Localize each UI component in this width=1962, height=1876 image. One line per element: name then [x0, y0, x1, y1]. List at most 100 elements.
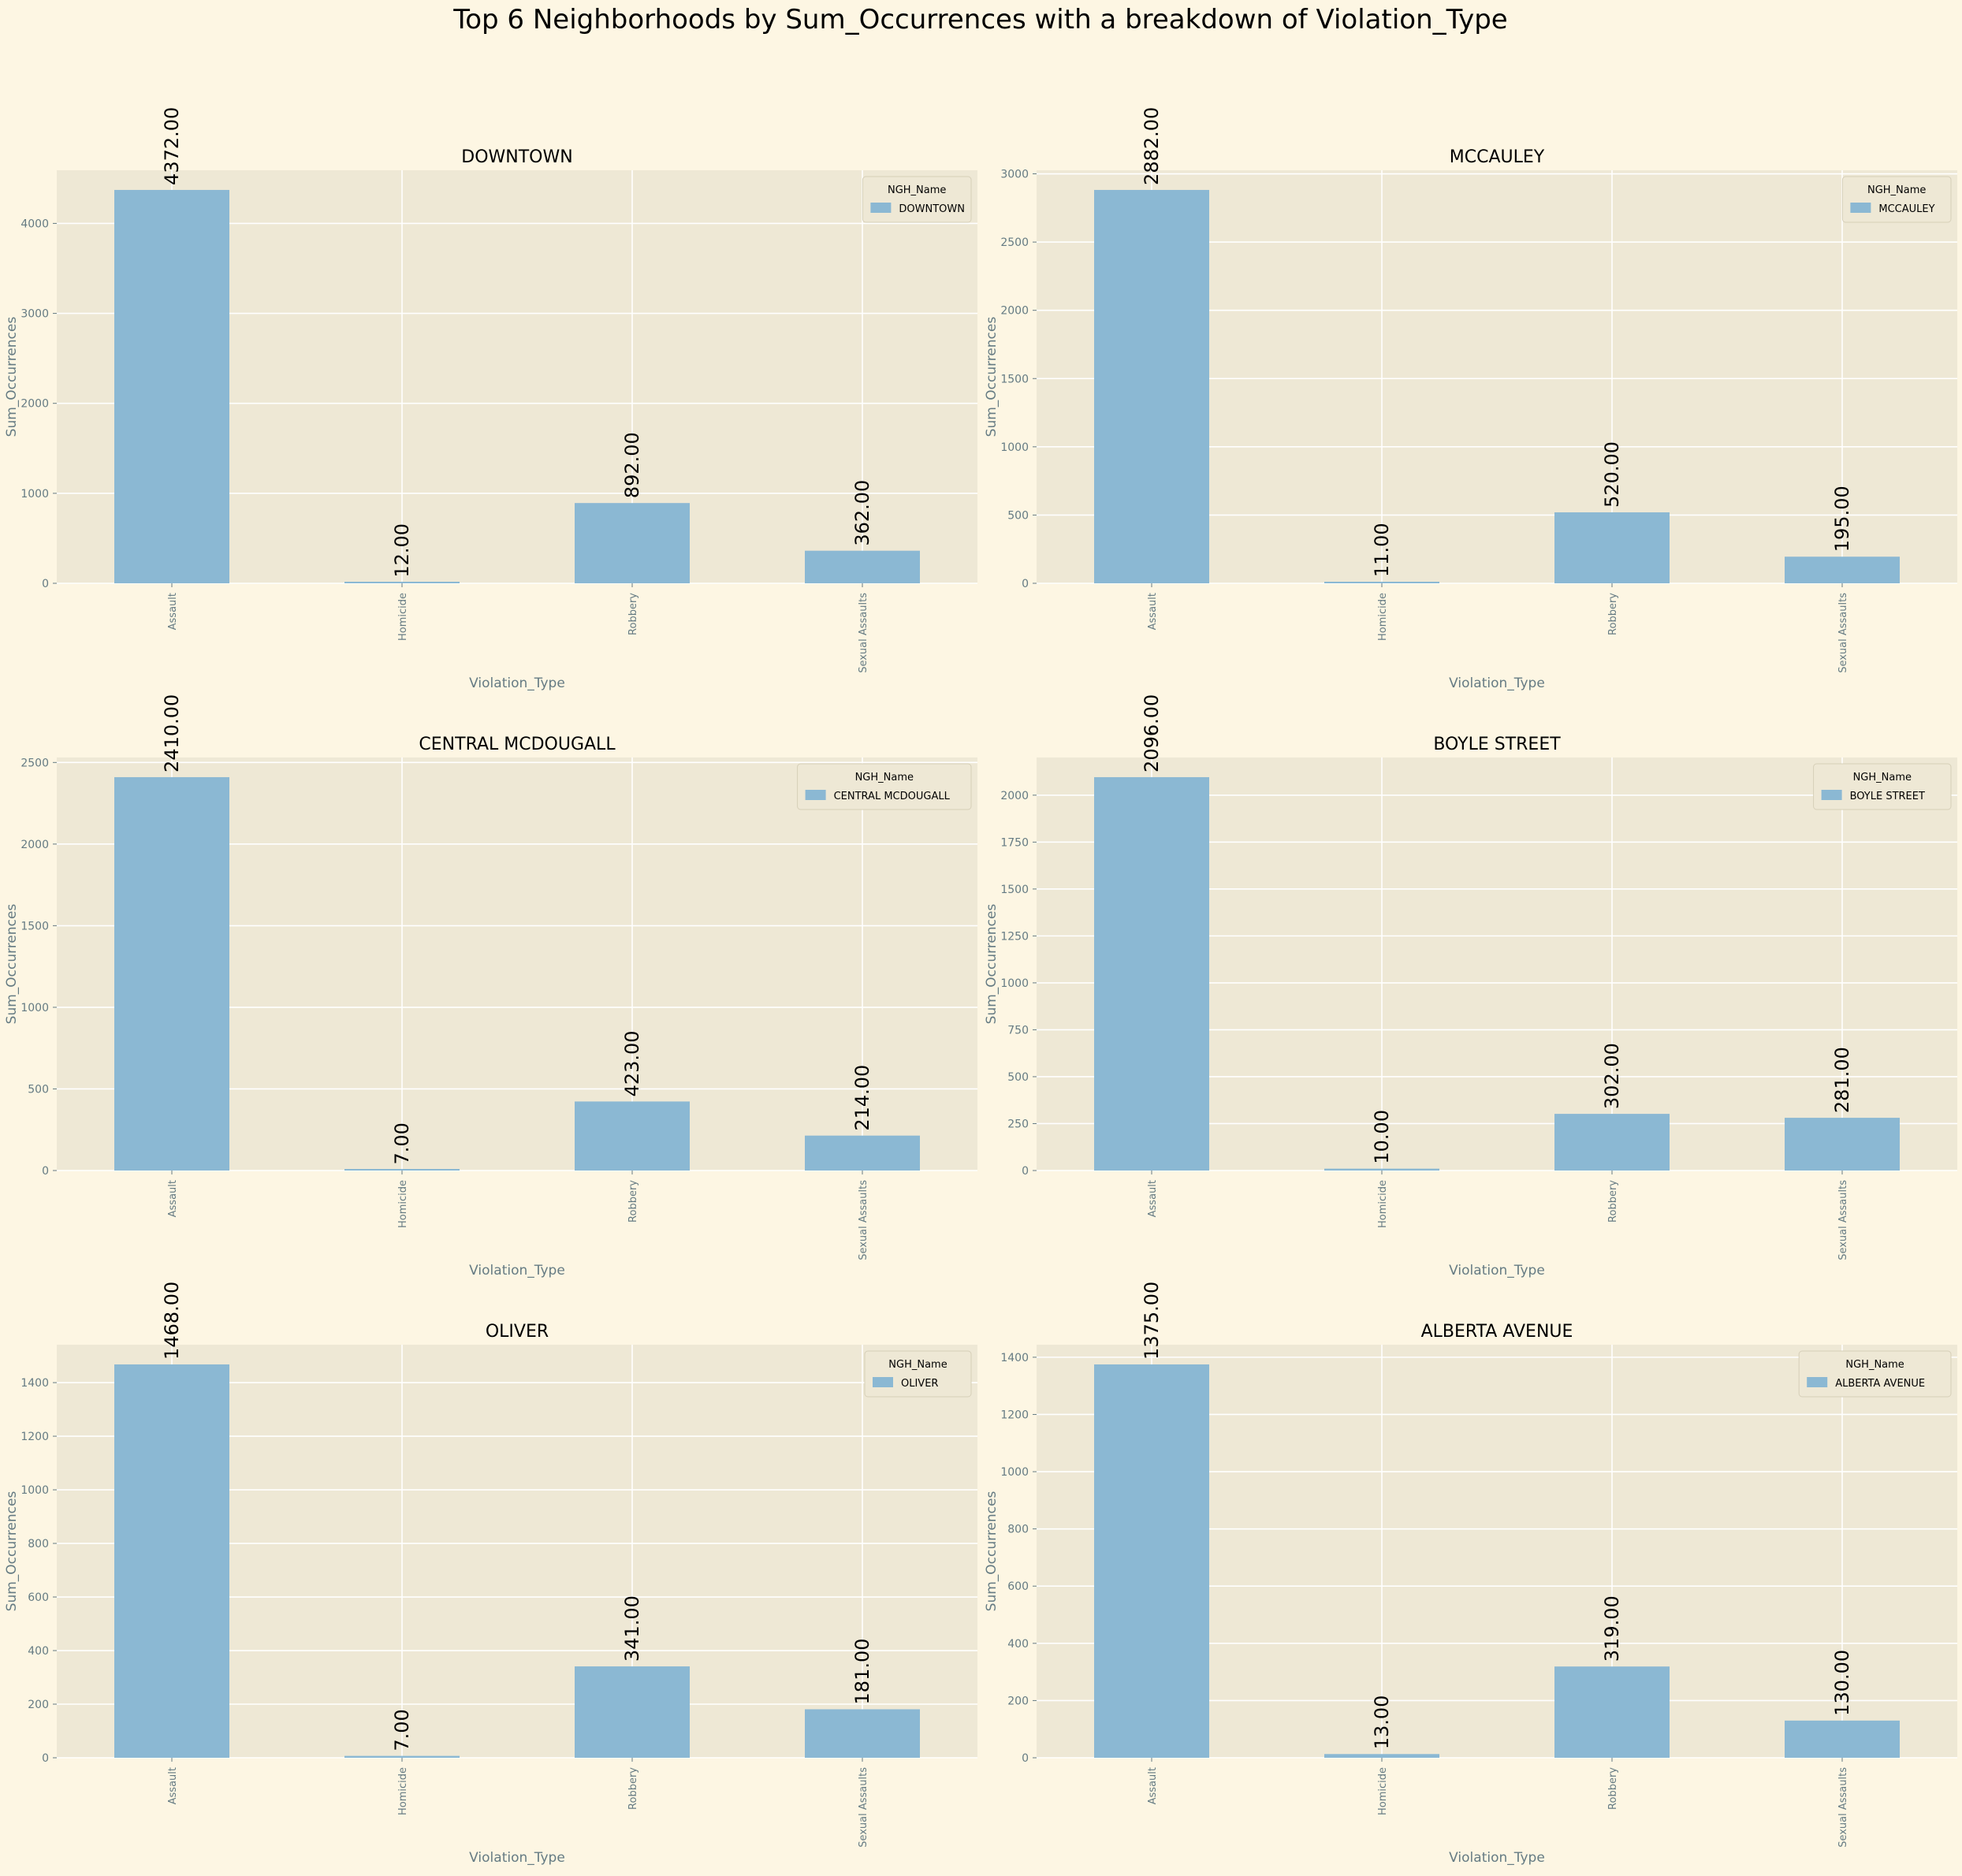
legend-swatch — [1850, 203, 1871, 213]
x-axis-label: Violation_Type — [1449, 1263, 1545, 1279]
bar-robbery — [575, 1666, 690, 1758]
x-tick-label: Sexual Assaults — [1837, 593, 1849, 673]
x-tick-label: Assault — [1147, 1767, 1159, 1804]
bar-homicide — [344, 1755, 460, 1758]
data-label: 10.00 — [1371, 1110, 1393, 1164]
legend-box — [862, 176, 972, 223]
y-tick-label: 1750 — [1000, 836, 1029, 849]
y-tick-label: 2500 — [20, 757, 49, 769]
data-label: 2096.00 — [1141, 694, 1163, 772]
legend-box — [1798, 1350, 1952, 1398]
data-label: 2410.00 — [161, 694, 183, 772]
y-tick-label: 1200 — [20, 1431, 49, 1443]
legend-title: NGH_Name — [1853, 772, 1912, 784]
bar-sexual-assaults — [1785, 556, 1900, 583]
x-tick-label: Robbery — [627, 593, 639, 635]
data-label: 7.00 — [391, 1709, 413, 1751]
y-tick-label: 0 — [42, 1752, 49, 1765]
data-label: 1375.00 — [1141, 1282, 1163, 1360]
y-tick-label: 3000 — [20, 308, 49, 321]
data-label: 2882.00 — [1141, 107, 1163, 185]
subplot-title: ALBERTA AVENUE — [1421, 1322, 1573, 1342]
y-tick-label: 800 — [28, 1538, 49, 1550]
data-label: 892.00 — [621, 432, 643, 498]
y-tick-label: 400 — [28, 1645, 49, 1658]
subplot-title: CENTRAL MCDOUGALL — [419, 735, 616, 754]
data-label: 11.00 — [1371, 523, 1393, 577]
y-tick-label: 3000 — [1000, 169, 1029, 181]
y-tick-label: 600 — [1007, 1580, 1029, 1593]
bar-robbery — [1554, 512, 1670, 583]
y-tick-label: 250 — [1007, 1118, 1029, 1130]
y-tick-label: 1000 — [20, 488, 49, 501]
y-tick-label: 200 — [28, 1699, 49, 1711]
legend-swatch — [805, 790, 826, 800]
y-tick-label: 1000 — [1000, 977, 1029, 990]
data-label: 4372.00 — [161, 107, 183, 185]
bar-assault — [114, 776, 229, 1171]
data-label: 181.00 — [851, 1638, 873, 1704]
y-tick-label: 1500 — [20, 920, 49, 932]
x-tick-label: Assault — [1147, 1180, 1159, 1217]
y-tick-label: 800 — [1007, 1524, 1029, 1536]
x-tick-label: Sexual Assaults — [858, 1767, 869, 1848]
bar-homicide — [1324, 1754, 1439, 1758]
legend: NGH_Name OLIVER — [864, 1350, 972, 1398]
data-label: 362.00 — [851, 480, 873, 546]
bar-homicide — [1324, 582, 1439, 583]
data-label: 7.00 — [391, 1122, 413, 1164]
legend-box — [864, 1350, 972, 1398]
x-axis-label: Violation_Type — [469, 676, 565, 691]
x-tick-label: Homicide — [397, 593, 409, 641]
x-tick-label: Robbery — [1607, 1180, 1619, 1223]
y-tick-label: 1500 — [1000, 884, 1029, 896]
data-label: 13.00 — [1371, 1695, 1393, 1750]
data-label: 520.00 — [1601, 441, 1623, 508]
legend-box — [797, 763, 972, 810]
x-tick-label: Robbery — [627, 1767, 639, 1810]
subplot-title: DOWNTOWN — [461, 147, 572, 167]
subplot-title: OLIVER — [486, 1322, 549, 1342]
x-tick-label: Homicide — [1377, 1767, 1389, 1815]
x-tick-label: Homicide — [397, 1767, 409, 1815]
y-axis-label: Sum_Occurrences — [4, 904, 20, 1025]
y-tick-label: 750 — [1007, 1024, 1029, 1037]
y-tick-label: 1400 — [1000, 1352, 1029, 1364]
y-tick-label: 500 — [1007, 509, 1029, 522]
subplot-central-mcdougall: 2410.00 Assault 7.00 Homicide 423.00 Robbery 2… — [4, 694, 977, 1279]
y-tick-label: 1000 — [1000, 1466, 1029, 1479]
data-label: 12.00 — [391, 523, 413, 578]
y-axis-label: Sum_Occurrences — [4, 317, 20, 437]
bar-robbery — [1554, 1114, 1670, 1171]
legend: NGH_Name BOYLE STREET — [1813, 763, 1952, 810]
subplot-title: BOYLE STREET — [1433, 735, 1561, 754]
legend: NGH_Name MCCAULEY — [1841, 176, 1952, 223]
bar-sexual-assaults — [805, 550, 920, 583]
legend-entry: CENTRAL MCDOUGALL — [834, 791, 951, 802]
legend-title: NGH_Name — [888, 1359, 947, 1371]
legend-entry: ALBERTA AVENUE — [1835, 1378, 1925, 1390]
subplot-boyle-street: 2096.00 Assault 10.00 Homicide 302.00 Robbery… — [984, 694, 1957, 1279]
bar-sexual-assaults — [1785, 1720, 1900, 1758]
legend-swatch — [1807, 1377, 1828, 1387]
y-tick-label: 0 — [42, 578, 49, 590]
data-label: 423.00 — [621, 1030, 643, 1096]
y-tick-label: 200 — [1007, 1695, 1029, 1707]
x-tick-label: Homicide — [1377, 1180, 1389, 1228]
y-tick-label: 1200 — [1000, 1409, 1029, 1421]
suptitle: Top 6 Neighborhoods by Sum_Occurrences w… — [452, 4, 1507, 35]
subplot-title: MCCAULEY — [1450, 147, 1545, 167]
x-tick-label: Assault — [1147, 593, 1159, 630]
x-tick-label: Robbery — [1607, 593, 1619, 635]
y-tick-label: 2500 — [1000, 236, 1029, 249]
bar-assault — [114, 189, 229, 583]
y-tick-label: 400 — [1007, 1638, 1029, 1651]
y-tick-label: 1000 — [20, 1002, 49, 1014]
y-axis-label: Sum_Occurrences — [4, 1491, 20, 1612]
legend-entry: BOYLE STREET — [1850, 791, 1925, 802]
subplot-mccauley: 2882.00 Assault 11.00 Homicide 520.00 Robbery… — [984, 107, 1957, 691]
data-label: 341.00 — [621, 1595, 643, 1662]
legend-title: NGH_Name — [855, 772, 914, 784]
data-label: 130.00 — [1831, 1650, 1853, 1716]
y-tick-label: 500 — [28, 1083, 49, 1096]
